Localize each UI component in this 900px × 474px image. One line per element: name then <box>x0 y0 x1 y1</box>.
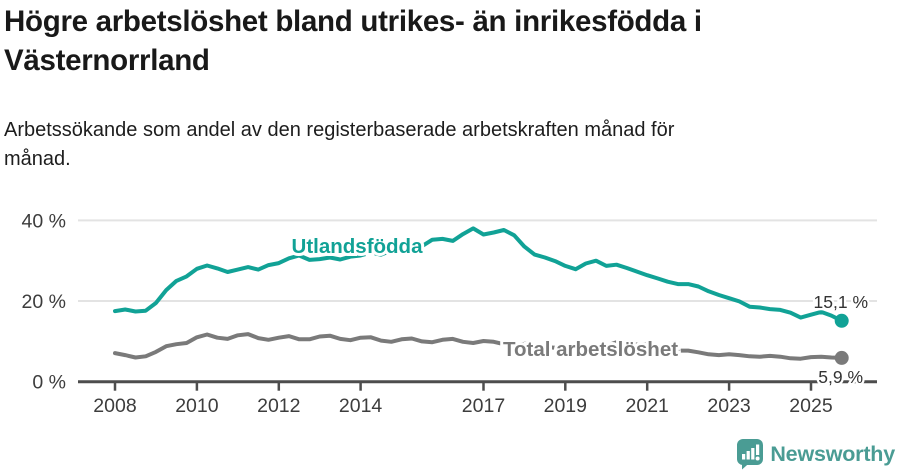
series-line-utlandsfodda <box>113 226 844 323</box>
series-line-total <box>113 332 844 361</box>
x-tick-label: 2017 <box>462 395 505 417</box>
y-tick-label: 40 % <box>22 210 66 232</box>
x-tick-label: 2014 <box>339 395 383 417</box>
y-tick-label: 0 % <box>32 372 66 394</box>
series-label: Utlandsfödda <box>292 235 424 258</box>
page-title: Högre arbetslöshet bland utrikes- än inr… <box>4 5 702 77</box>
y-tick-label: 20 % <box>22 291 66 313</box>
series-end-dot <box>834 350 849 365</box>
newsworthy-icon <box>737 439 764 470</box>
x-tick-label: 2008 <box>93 395 136 417</box>
series-end-label: 5,9 % <box>818 367 863 387</box>
chart-subtitle: Arbetssökande som andel av den registerb… <box>4 119 675 170</box>
x-tick-label: 2012 <box>257 395 300 417</box>
x-tick-label: 2023 <box>707 395 750 417</box>
x-tick-label: 2021 <box>626 395 669 417</box>
newsworthy-wordmark: Newsworthy <box>770 441 895 466</box>
series-end-dot <box>834 313 849 328</box>
series-label: Total arbetslöshet <box>503 338 678 361</box>
newsworthy-logo: Newsworthy <box>734 438 895 470</box>
series-end-label: 15,1 % <box>814 292 868 312</box>
x-tick-label: 2025 <box>789 395 833 417</box>
x-tick-label: 2019 <box>544 395 587 417</box>
x-tick-label: 2010 <box>175 395 219 417</box>
